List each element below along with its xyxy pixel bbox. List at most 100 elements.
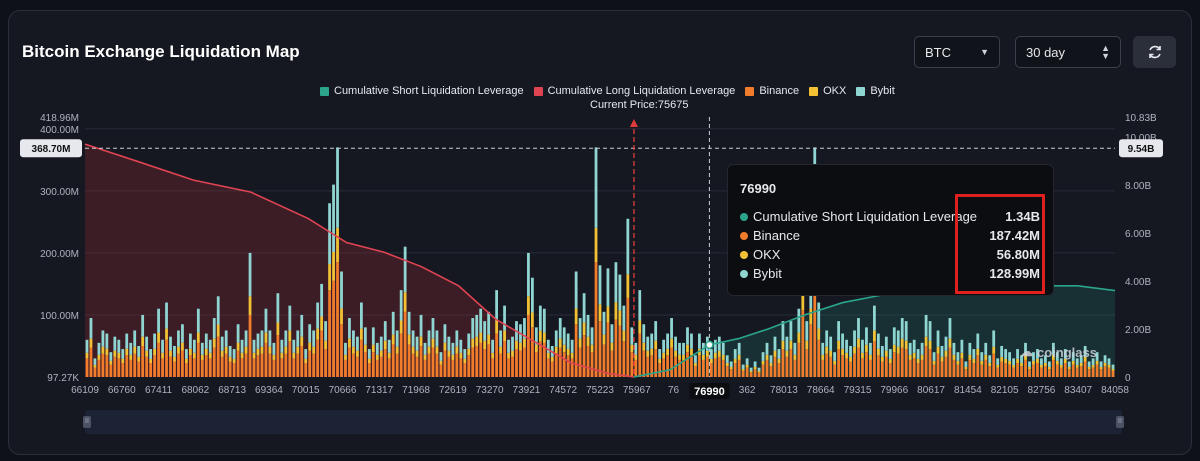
bar-okx	[348, 338, 351, 348]
bar-binance	[666, 355, 669, 377]
bar-okx	[1095, 360, 1099, 365]
bar-binance	[503, 341, 506, 377]
up-down-arrows-icon: ▲ ▼	[1101, 43, 1110, 61]
bar-bybit	[698, 333, 701, 349]
bar-binance	[141, 345, 145, 377]
bar-bybit	[582, 293, 586, 323]
bar-binance	[1044, 366, 1047, 377]
bar-bybit	[566, 333, 570, 349]
bar-bybit	[97, 342, 101, 355]
bar-binance	[713, 358, 717, 377]
bar-okx	[431, 338, 435, 348]
bar-binance	[216, 336, 220, 377]
bar-okx	[658, 358, 662, 364]
bar-okx	[725, 362, 729, 367]
bar-binance	[117, 358, 121, 377]
zoom-handle-right[interactable]: II	[1116, 416, 1124, 428]
bar-binance	[232, 363, 236, 377]
bar-bybit	[1040, 358, 1043, 365]
bar-bybit	[773, 336, 777, 351]
bar-okx	[610, 342, 614, 351]
bar-binance	[729, 369, 733, 377]
refresh-button[interactable]	[1133, 36, 1176, 68]
bar-bybit	[173, 345, 176, 357]
bar-okx	[713, 352, 717, 359]
bar-okx	[1012, 364, 1015, 368]
bar-okx	[224, 346, 228, 354]
bar-okx	[757, 370, 761, 373]
bar-binance	[1051, 359, 1055, 377]
bar-okx	[865, 344, 868, 353]
bar-okx	[455, 346, 459, 354]
chart-tooltip: 76990 Cumulative Short Liquidation Lever…	[727, 164, 1054, 296]
bar-okx	[777, 358, 781, 364]
bar-binance	[455, 353, 459, 377]
bar-okx	[709, 358, 713, 364]
tooltip-dot	[740, 231, 748, 240]
crosshair-right-badge	[1119, 139, 1163, 158]
bar-binance	[395, 353, 399, 377]
bar-bybit	[328, 203, 331, 265]
bar-binance	[912, 358, 916, 377]
legend-item-bybit[interactable]: Bybit	[856, 85, 895, 97]
legend-item-binance[interactable]: Binance	[745, 85, 799, 97]
bar-binance	[686, 352, 689, 377]
bar-okx	[1040, 364, 1043, 368]
bar-bybit	[793, 342, 797, 355]
bar-binance	[709, 363, 713, 377]
bar-okx	[391, 334, 395, 345]
bar-bybit	[324, 321, 327, 341]
bar-okx	[165, 328, 168, 340]
zoom-scrollbar[interactable]: II II	[83, 410, 1124, 434]
bar-okx	[626, 274, 630, 298]
bar-okx	[192, 352, 196, 359]
bar-okx	[340, 308, 343, 325]
bar-binance	[332, 280, 335, 377]
bar-binance	[562, 352, 566, 377]
bar-okx	[252, 352, 256, 359]
y-right-tick-label: 10.83B	[1125, 113, 1157, 124]
bar-bybit	[531, 277, 534, 313]
range-select[interactable]: 30 day ▲ ▼	[1015, 36, 1121, 68]
legend-item-short[interactable]: Cumulative Short Liquidation Leverage	[320, 85, 524, 97]
bar-okx	[638, 320, 642, 334]
x-tick-label: 73270	[476, 385, 504, 396]
bar-binance	[181, 350, 184, 377]
symbol-select[interactable]: BTC ▼	[914, 36, 1000, 68]
bar-binance	[598, 321, 602, 377]
bar-binance	[904, 349, 908, 377]
bar-binance	[626, 297, 630, 377]
bar-okx	[260, 346, 264, 354]
bar-bybit	[264, 308, 268, 333]
bar-okx	[133, 346, 137, 354]
bar-bybit	[443, 324, 447, 343]
bar-binance	[869, 359, 872, 377]
bar-okx	[932, 360, 936, 365]
bar-binance	[451, 359, 455, 377]
bar-binance	[833, 364, 837, 377]
bar-bybit	[276, 293, 280, 323]
bar-binance	[101, 353, 105, 377]
bar-okx	[721, 354, 725, 360]
bar-bybit	[1091, 358, 1095, 365]
bar-bybit	[825, 330, 829, 347]
legend-item-okx[interactable]: OKX	[809, 85, 846, 97]
bar-binance	[495, 333, 498, 377]
bar-bybit	[483, 321, 487, 341]
zoom-handle-left[interactable]: II	[83, 416, 91, 428]
bar-binance	[324, 349, 327, 377]
bar-okx	[888, 358, 892, 364]
bar-binance	[173, 361, 176, 377]
bar-bybit	[153, 333, 156, 349]
highlight-point	[705, 340, 714, 350]
bar-binance	[304, 363, 308, 377]
bar-bybit	[928, 321, 932, 341]
tooltip-label: OKX	[753, 247, 781, 262]
bar-bybit	[749, 367, 753, 371]
bar-okx	[936, 346, 940, 354]
legend-item-long[interactable]: Cumulative Long Liquidation Leverage	[533, 85, 735, 97]
bar-bybit	[491, 339, 495, 353]
bar-binance	[972, 363, 976, 377]
bar-okx	[682, 354, 685, 360]
bar-okx	[805, 340, 809, 350]
